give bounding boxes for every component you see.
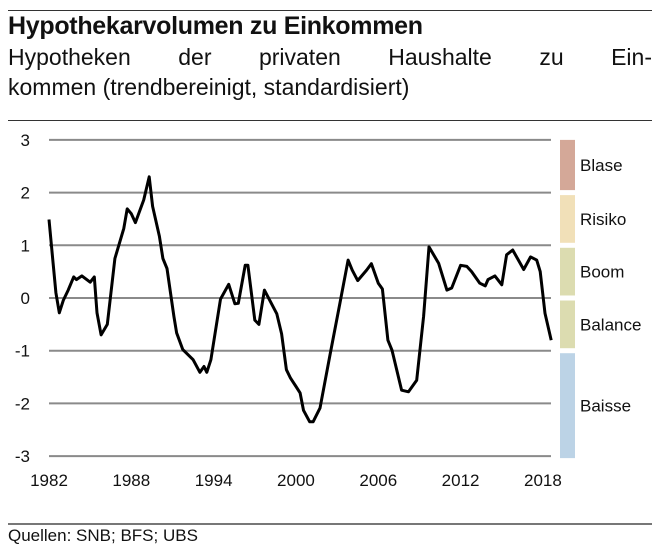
y-tick-label: -3 [15,447,30,466]
series-line [47,175,553,424]
legend-bands: Blase Risiko Boom Balance Baisse [560,139,641,459]
band-blase [560,139,575,191]
band-balance [560,300,575,349]
x-axis-ticks: 1982 1988 1994 2000 2006 2012 2018 [30,471,562,490]
footer-rule [8,523,652,525]
y-tick-label: -1 [15,342,30,361]
y-tick-label: 0 [21,289,30,308]
source-note: Quellen: SNB; BFS; UBS [8,526,198,545]
band-label: Risiko [580,210,626,229]
x-tick-label: 1994 [195,471,233,490]
band-baisse [560,353,575,459]
x-tick-label: 1988 [112,471,150,490]
x-tick-label: 2006 [359,471,397,490]
y-tick-label: 3 [21,131,30,150]
top-rule [8,10,652,11]
y-axis-ticks: 3 2 1 0 -1 -2 -3 [15,131,30,466]
chart-title: Hypothekarvolumen zu Einkommen [8,12,423,40]
x-tick-label: 2012 [442,471,480,490]
band-label: Boom [580,263,624,282]
y-tick-label: 1 [21,236,30,255]
subtitle-line-1: Hypotheken der privaten Haushalte zu Ein… [8,44,652,70]
gridlines [49,138,551,458]
band-boom [560,247,575,296]
band-label: Blase [580,156,623,175]
chart-subtitle: Hypotheken der privaten Haushalte zu Ein… [8,42,652,102]
x-tick-label: 2000 [277,471,315,490]
x-tick-label: 1982 [30,471,68,490]
y-tick-label: -2 [15,394,30,413]
subtitle-line-2: kommen (trendbereinigt, standardisiert) [8,74,410,100]
y-tick-label: 2 [21,184,30,203]
band-label: Baisse [580,397,631,416]
header-rule [8,120,652,121]
band-risiko [560,195,575,243]
x-tick-label: 2018 [524,471,562,490]
band-label: Balance [580,315,641,334]
